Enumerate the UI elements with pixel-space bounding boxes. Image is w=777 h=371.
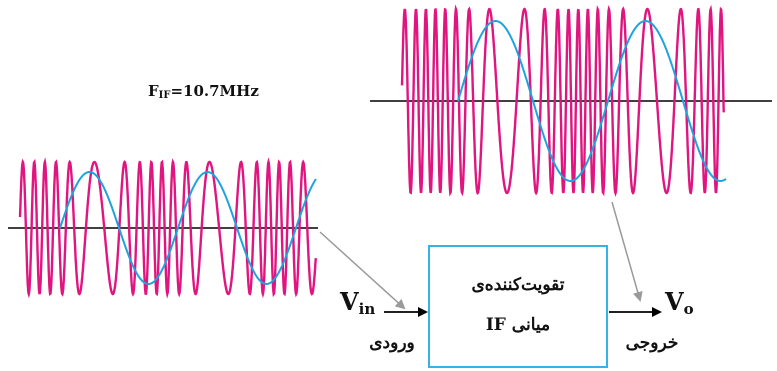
if-frequency-label: FIF=10.7MHz	[148, 82, 259, 101]
input-carrier-wave	[18, 157, 317, 299]
input-voltage-label: Vin	[339, 287, 375, 318]
input-modulating-signal	[59, 171, 317, 285]
output-voltage-label: Vo	[664, 287, 694, 318]
output-caption: خروجی	[626, 333, 679, 353]
output-carrier-wave	[400, 4, 725, 198]
amplifier-title: تقویت‌کننده‌ی	[471, 275, 564, 295]
input-fm-waveform	[8, 157, 318, 299]
output-modulating-signal	[457, 20, 727, 182]
input-caption: ورودی	[369, 333, 415, 353]
amplifier-subtitle: میانی IF	[486, 315, 550, 335]
if-amplifier-block	[428, 245, 608, 368]
output-fm-waveform	[370, 4, 772, 198]
output-pointer-arrow	[611, 201, 643, 302]
input-pointer-arrow	[319, 231, 406, 310]
